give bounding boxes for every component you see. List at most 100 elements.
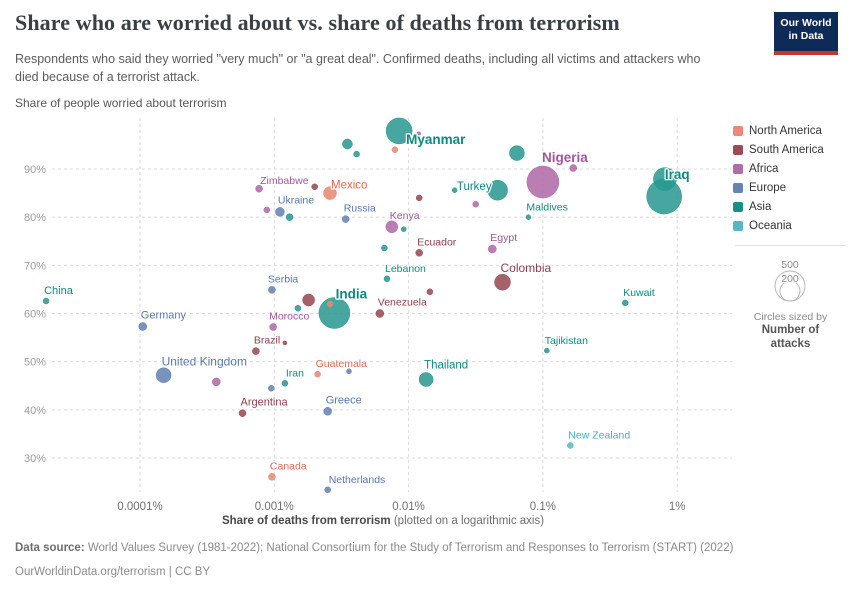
y-tick-label: 30% xyxy=(24,453,46,465)
country-dot[interactable] xyxy=(391,146,399,153)
legend-divider xyxy=(735,245,846,246)
country-dot-nigeria[interactable] xyxy=(526,165,560,199)
country-dot[interactable] xyxy=(472,200,479,208)
country-dot-venezuela[interactable] xyxy=(375,309,385,318)
country-dot[interactable] xyxy=(326,300,334,308)
country-dot-argentina[interactable] xyxy=(238,409,247,417)
country-dot-egypt[interactable] xyxy=(488,244,497,254)
country-dot[interactable] xyxy=(415,194,423,202)
country-dot-kuwait[interactable] xyxy=(621,299,629,307)
country-dot-tajikistan[interactable] xyxy=(544,347,550,354)
owid-logo-line2: in Data xyxy=(788,30,824,42)
x-tick-label: 0.01% xyxy=(392,501,425,513)
country-dot-kenya[interactable] xyxy=(385,220,399,234)
country-label-ecuador: Ecuador xyxy=(417,236,457,248)
country-label-egypt: Egypt xyxy=(490,232,517,244)
data-source-label: Data source: xyxy=(15,542,85,554)
legend-item-africa[interactable]: Africa xyxy=(733,159,848,178)
legend-item-north-america[interactable]: North America xyxy=(733,121,848,140)
y-tick-label: 40% xyxy=(24,405,46,417)
country-dot-serbia[interactable] xyxy=(268,286,276,294)
country-dot[interactable] xyxy=(400,226,407,232)
country-dot[interactable] xyxy=(569,164,577,172)
country-dot[interactable] xyxy=(212,377,221,387)
legend-item-oceania[interactable]: Oceania xyxy=(733,216,848,235)
country-dot-turkey[interactable] xyxy=(487,179,508,201)
country-dot-new-zealand[interactable] xyxy=(567,442,574,449)
x-tick-label: 0.001% xyxy=(255,501,294,513)
country-dot[interactable] xyxy=(353,150,360,158)
country-dot[interactable] xyxy=(342,138,353,150)
country-label-kuwait: Kuwait xyxy=(623,287,655,299)
country-dot[interactable] xyxy=(653,167,677,191)
country-label-brazil: Brazil xyxy=(254,335,280,347)
owid-logo[interactable]: Our World in Data xyxy=(774,12,838,55)
country-dot-brazil[interactable] xyxy=(252,347,260,355)
country-dot-germany[interactable] xyxy=(138,322,148,331)
country-dot-greece[interactable] xyxy=(323,407,332,416)
country-label-guatemala: Guatemala xyxy=(316,358,368,370)
legend-item-asia[interactable]: Asia xyxy=(733,197,848,216)
country-dot-iran[interactable] xyxy=(281,380,289,387)
y-tick-label: 70% xyxy=(24,260,46,272)
country-label-maldives: Maldives xyxy=(526,202,567,214)
page-title: Share who are worried about vs. share of… xyxy=(15,10,620,35)
country-dot[interactable] xyxy=(509,145,525,161)
y-tick-label: 50% xyxy=(24,357,46,369)
x-axis-title: Share of deaths from terrorism (plotted … xyxy=(30,515,736,527)
y-axis-title: Share of people worried about terrorism xyxy=(15,96,227,110)
country-dot[interactable] xyxy=(451,187,458,193)
country-dot[interactable] xyxy=(282,340,288,346)
country-dot-russia[interactable] xyxy=(341,215,350,223)
country-label-canada: Canada xyxy=(270,460,307,472)
size-legend-value-inner: 200 xyxy=(781,273,799,285)
country-dot-colombia[interactable] xyxy=(494,273,511,291)
country-dot-united-kingdom[interactable] xyxy=(155,367,172,383)
country-dot-maldives[interactable] xyxy=(525,214,532,220)
country-dot-mexico[interactable] xyxy=(323,186,337,200)
country-dot-canada[interactable] xyxy=(268,473,276,481)
country-dot[interactable] xyxy=(346,368,352,375)
country-dot[interactable] xyxy=(285,213,294,221)
country-dot-guatemala[interactable] xyxy=(314,370,321,378)
size-legend-inner-circle xyxy=(779,280,800,302)
country-dot-myanmar[interactable] xyxy=(385,117,413,145)
country-dot[interactable] xyxy=(381,244,388,252)
country-label-morocco: Morocco xyxy=(269,311,309,323)
country-dot-india[interactable] xyxy=(318,297,351,329)
country-dot-lebanon[interactable] xyxy=(383,275,391,283)
country-dot[interactable] xyxy=(263,206,271,214)
chart-subtitle: Respondents who said they worried "very … xyxy=(15,52,701,84)
country-label-netherlands: Netherlands xyxy=(329,474,386,486)
size-legend-caption: Circles sized by xyxy=(753,311,828,323)
country-label-venezuela: Venezuela xyxy=(378,297,427,309)
country-dot[interactable] xyxy=(426,288,434,296)
country-dot[interactable] xyxy=(302,293,315,307)
legend-swatch xyxy=(733,163,743,174)
country-dot-zimbabwe[interactable] xyxy=(255,184,263,193)
country-dot[interactable] xyxy=(294,304,302,312)
country-dot-china[interactable] xyxy=(42,297,50,305)
country-dot-thailand[interactable] xyxy=(418,372,434,387)
legend-item-south-america[interactable]: South America xyxy=(733,140,848,159)
country-dot-morocco[interactable] xyxy=(269,323,277,331)
country-dot[interactable] xyxy=(311,183,318,191)
country-label-mexico: Mexico xyxy=(331,180,367,192)
y-tick-label: 90% xyxy=(24,164,46,176)
country-dot[interactable] xyxy=(416,131,421,137)
size-legend-value-outer: 500 xyxy=(781,259,799,271)
country-label-india: India xyxy=(336,287,368,302)
x-tick-label: 0.0001% xyxy=(117,501,162,513)
data-source-text: World Values Survey (1981-2022); Nationa… xyxy=(84,542,734,554)
country-dot-ukraine[interactable] xyxy=(275,207,285,217)
country-dot-ecuador[interactable] xyxy=(415,249,423,257)
legend-label: Asia xyxy=(749,200,772,213)
country-dot[interactable] xyxy=(268,384,275,392)
country-dot-netherlands[interactable] xyxy=(324,486,331,494)
license-line[interactable]: OurWorldinData.org/terrorism | CC BY xyxy=(15,566,211,578)
country-label-germany: Germany xyxy=(141,310,187,322)
legend-swatch xyxy=(733,182,743,193)
country-label-argentina: Argentina xyxy=(241,397,289,409)
country-label-zimbabwe: Zimbabwe xyxy=(260,175,309,187)
legend-item-europe[interactable]: Europe xyxy=(733,178,848,197)
